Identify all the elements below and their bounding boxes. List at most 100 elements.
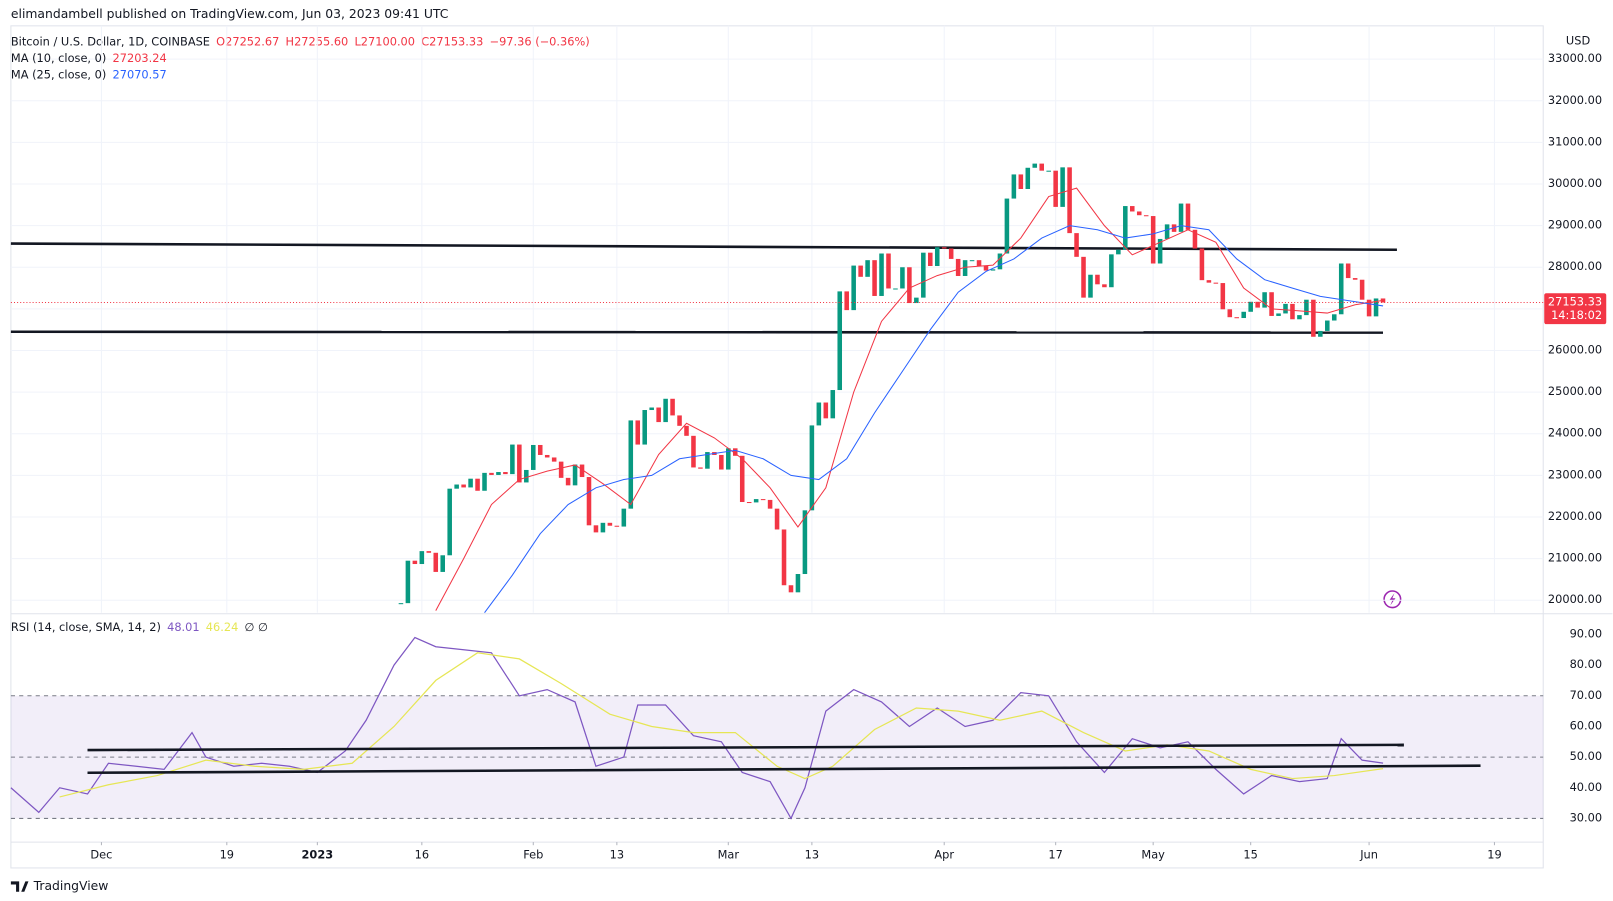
candle	[489, 472, 494, 475]
candle	[621, 508, 627, 527]
candle	[726, 448, 731, 470]
y-tick-label: 29000.00	[1548, 218, 1602, 232]
candle	[1241, 311, 1246, 319]
alert-icon	[1383, 590, 1402, 609]
indicator-name: MA (10, close, 0)	[11, 51, 106, 65]
candle	[788, 585, 794, 593]
candle	[1325, 320, 1330, 331]
y-tick-label: 24000.00	[1548, 426, 1602, 440]
x-tick-label: 13	[610, 848, 624, 862]
candle	[433, 552, 439, 572]
indicator-value: 48.01	[167, 620, 200, 634]
candle	[684, 425, 689, 436]
x-tick-label: Feb	[523, 848, 543, 862]
indicator-extra: ∅ ∅	[245, 620, 268, 634]
candle	[962, 260, 968, 276]
candle	[760, 499, 766, 501]
y-tick-label: 20000.00	[1548, 592, 1602, 606]
candle	[858, 265, 863, 277]
candle	[1185, 203, 1191, 230]
candle	[1311, 299, 1316, 337]
candle	[405, 560, 411, 604]
indicator-name: RSI (14, close, SMA, 14, 2)	[11, 620, 161, 634]
candle	[398, 603, 404, 605]
candle	[886, 253, 891, 289]
y-tick-label: 30000.00	[1548, 176, 1602, 190]
candle	[1192, 229, 1198, 249]
trend-line	[87, 764, 1481, 775]
candle	[781, 529, 787, 586]
rsi-legend: RSI (14, close, SMA, 14, 2) 48.01 46.24 ∅ ∅	[11, 620, 268, 634]
candle	[879, 253, 884, 296]
candle	[1338, 263, 1344, 315]
candle	[865, 260, 870, 277]
candle	[1359, 279, 1365, 300]
y-tick-label: 30.00	[1570, 810, 1603, 824]
indicator-value: 27070.57	[113, 67, 167, 81]
candle	[823, 402, 829, 419]
y-tick-label: 32000.00	[1548, 93, 1602, 107]
candle	[1018, 174, 1024, 189]
candle	[600, 522, 606, 533]
candle	[928, 252, 933, 266]
candle	[628, 420, 634, 509]
candle	[1116, 249, 1121, 255]
candle	[1373, 298, 1379, 317]
candle	[468, 478, 473, 488]
candle	[851, 265, 856, 311]
candle	[572, 464, 578, 486]
rsi-line	[10, 636, 1384, 820]
tradingview-logo: TradingView	[10, 878, 109, 893]
trend-line	[87, 743, 1404, 752]
x-tick-label: 19	[1487, 848, 1501, 862]
candle	[1213, 282, 1219, 284]
candle	[1011, 174, 1017, 199]
indicator-legend: MA (25, close, 0) 27070.57	[11, 67, 167, 81]
candle	[1109, 254, 1114, 288]
candle	[976, 260, 982, 266]
chart-frame	[10, 25, 1544, 869]
candle	[1032, 163, 1038, 168]
candle	[1157, 238, 1163, 264]
indicator-value: 27203.24	[113, 51, 167, 65]
y-tick-label: 70.00	[1570, 688, 1603, 702]
candle	[558, 461, 564, 478]
x-tick-label: Jun	[1359, 848, 1378, 862]
x-tick-label: 15	[1243, 848, 1257, 862]
candle	[656, 407, 661, 423]
candle	[1331, 314, 1337, 321]
trend-line	[10, 330, 1384, 334]
candle	[607, 522, 613, 526]
footer: TradingView	[33, 878, 109, 893]
x-tick-label: May	[1141, 848, 1165, 862]
y-tick-label: 28000.00	[1548, 259, 1602, 273]
indicator-name: MA (25, close, 0)	[11, 67, 106, 81]
candle	[524, 469, 529, 483]
candle	[1129, 206, 1135, 212]
candle	[1366, 299, 1372, 317]
candle	[739, 455, 745, 503]
ohlc-low: L27100.00	[354, 34, 415, 48]
candle	[1046, 170, 1051, 172]
candle	[774, 508, 780, 530]
x-tick-label: 17	[1048, 848, 1062, 862]
candle	[593, 525, 599, 533]
candle	[1102, 284, 1107, 288]
candle	[1283, 303, 1288, 314]
candle	[900, 267, 905, 289]
indicator-value: 46.24	[206, 620, 239, 634]
candle	[1150, 216, 1156, 264]
candle	[1123, 206, 1128, 250]
candle	[1304, 299, 1309, 316]
candle	[844, 291, 849, 311]
candle	[1178, 203, 1184, 232]
candle	[1136, 211, 1142, 216]
candle	[1345, 263, 1351, 279]
candle	[426, 551, 432, 553]
y-tick-label: 90.00	[1570, 626, 1603, 640]
candle	[614, 525, 620, 527]
candle	[955, 258, 961, 276]
x-tick-label: 16	[415, 848, 429, 862]
candle	[705, 452, 710, 469]
candle	[1164, 224, 1170, 239]
